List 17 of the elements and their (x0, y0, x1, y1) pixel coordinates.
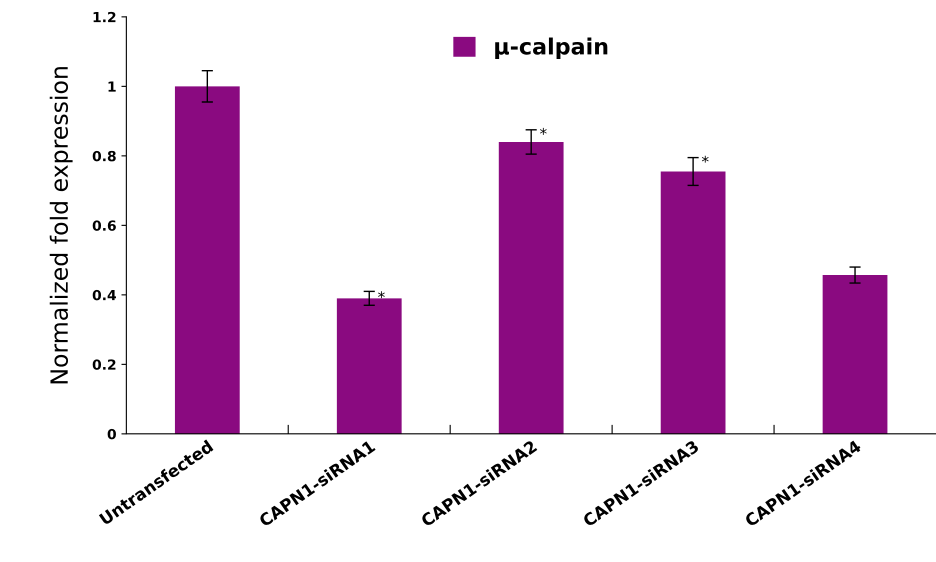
annotation: * (540, 128, 547, 135)
y-tick-label: 1.2 (94, 12, 116, 22)
y-tick-label: 0 (108, 428, 116, 440)
annotation: * (702, 156, 709, 163)
bar (498, 142, 564, 434)
bar (822, 275, 888, 434)
legend-label: μ-calpain (495, 38, 608, 60)
annotation: * (378, 291, 385, 298)
bar (660, 172, 726, 434)
bar (336, 298, 402, 434)
y-axis-title: Normalized fold expression (50, 67, 73, 384)
y-tick-label: 0.2 (92, 359, 116, 370)
bar (174, 86, 240, 434)
y-tick-label: 1 (108, 82, 116, 92)
y-tick-label: 0.8 (92, 150, 116, 162)
y-tick-label: 0.4 (92, 290, 116, 300)
y-tick-label: 0.6 (92, 220, 116, 231)
